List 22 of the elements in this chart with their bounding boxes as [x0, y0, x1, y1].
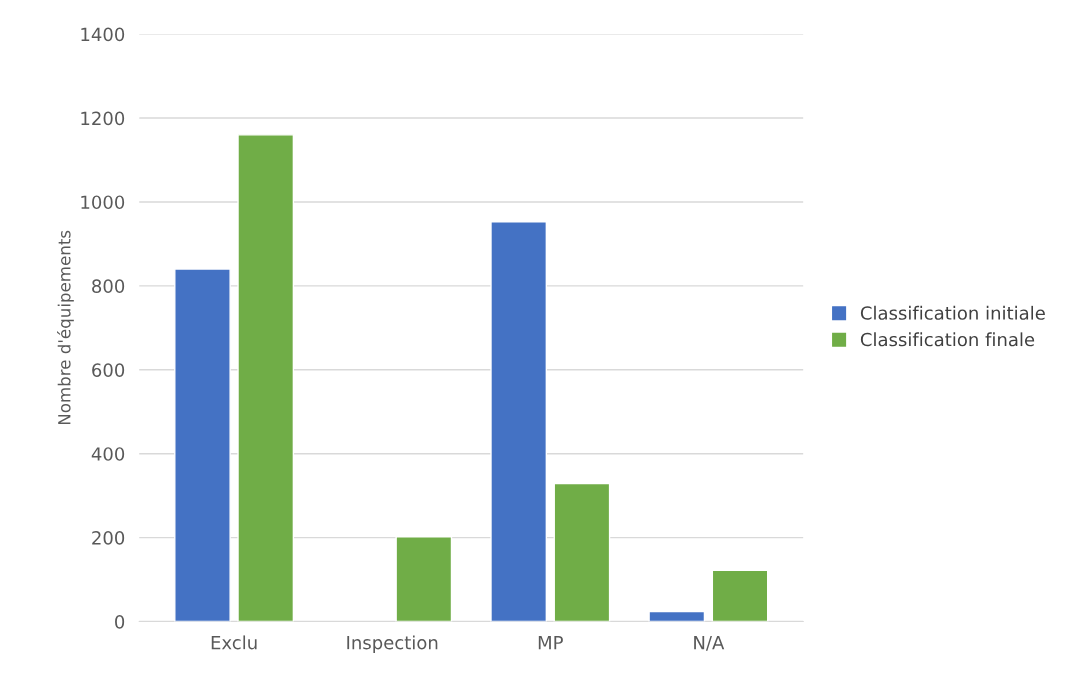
- x-tick-label: MP: [538, 635, 563, 650]
- bar: [237, 134, 295, 622]
- x-tick-label: N/A: [694, 635, 725, 651]
- bar: [648, 610, 706, 622]
- y-tick-label: 1000: [81, 195, 125, 210]
- y-tick-label: 1200: [81, 111, 125, 126]
- legend-label: Classification initiale: [860, 305, 1045, 320]
- y-tick-label: 200: [92, 531, 125, 545]
- bar: [490, 220, 548, 622]
- y-tick-label: 0: [115, 614, 125, 629]
- bar: [711, 569, 769, 622]
- y-tick-label: 800: [92, 279, 125, 293]
- legend-label: Classification finale: [860, 332, 1035, 347]
- bar: [395, 536, 453, 622]
- y-tick-label: 1400: [81, 27, 125, 42]
- x-tick-label: Inspection: [347, 635, 438, 653]
- bar: [174, 268, 231, 622]
- x-tick-label: Exclu: [211, 635, 257, 650]
- y-tick-label: 400: [91, 447, 125, 461]
- y-axis-title: Nombre d'équipements: [57, 230, 74, 425]
- y-tick-label: 600: [92, 363, 125, 377]
- bar: [553, 482, 611, 622]
